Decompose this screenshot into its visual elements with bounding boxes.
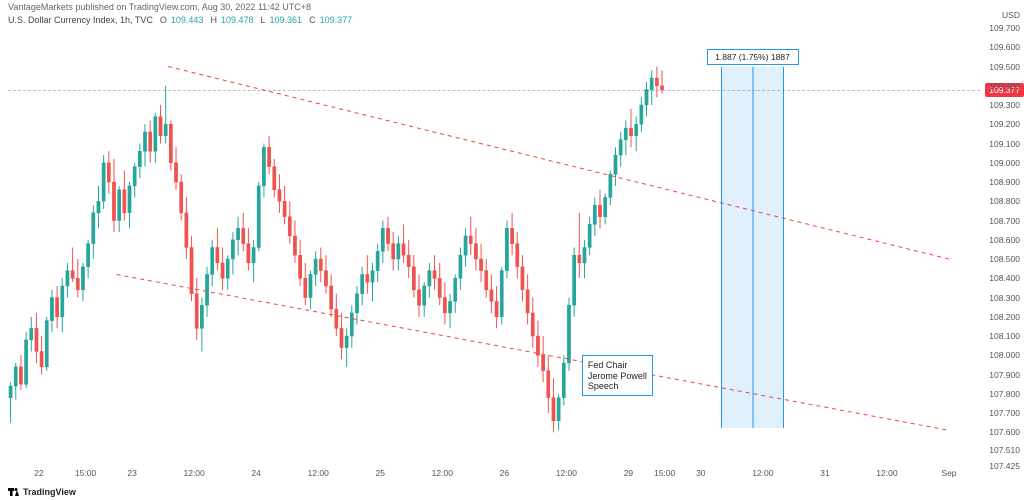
x-tick: 24 — [251, 468, 260, 478]
y-unit: USD — [1002, 10, 1020, 20]
ohlc-l-label: L — [261, 15, 266, 25]
y-tick: 109.300 — [989, 100, 1020, 110]
symbol-line: U.S. Dollar Currency Index, 1h, TVC O 10… — [8, 15, 352, 25]
tv-logo-icon — [8, 488, 20, 496]
x-tick: 31 — [820, 468, 829, 478]
tradingview-logo: TradingView — [8, 487, 76, 497]
ohlc-o-label: O — [160, 15, 167, 25]
x-tick: 25 — [376, 468, 385, 478]
y-tick: 109.500 — [989, 62, 1020, 72]
x-tick: 30 — [696, 468, 705, 478]
ohlc-l: 109.361 — [270, 15, 303, 25]
ohlc-h-label: H — [210, 15, 217, 25]
symbol-name: U.S. Dollar Currency Index, 1h, TVC — [8, 15, 153, 25]
x-tick: 26 — [500, 468, 509, 478]
x-tick: 15:00 — [654, 468, 675, 478]
y-tick: 108.300 — [989, 293, 1020, 303]
y-tick: 107.425 — [989, 461, 1020, 471]
x-tick: 12:00 — [432, 468, 453, 478]
y-tick: 109.700 — [989, 23, 1020, 33]
measurement-label: 1.887 (1.75%) 1887 — [707, 49, 799, 65]
annotation-line2: Jerome Powell — [588, 371, 647, 381]
y-tick: 109.000 — [989, 158, 1020, 168]
y-tick: 108.700 — [989, 216, 1020, 226]
annotation-line1: Fed Chair — [588, 360, 647, 370]
x-tick: 29 — [624, 468, 633, 478]
y-tick: 107.700 — [989, 408, 1020, 418]
y-tick: 108.400 — [989, 273, 1020, 283]
annotation-fed[interactable]: Fed Chair Jerome Powell Speech — [582, 355, 653, 396]
x-tick: 12:00 — [876, 468, 897, 478]
y-tick: 109.100 — [989, 139, 1020, 149]
y-tick: 109.400 — [989, 81, 1020, 91]
y-tick: 108.200 — [989, 312, 1020, 322]
measurement-midline — [752, 67, 753, 429]
y-tick: 108.900 — [989, 177, 1020, 187]
x-tick: 12:00 — [556, 468, 577, 478]
x-tick: 22 — [34, 468, 43, 478]
y-tick: 107.800 — [989, 389, 1020, 399]
y-tick: 108.800 — [989, 196, 1020, 206]
candlestick-svg — [8, 28, 980, 466]
x-tick: 12:00 — [183, 468, 204, 478]
publish-header: VantageMarkets published on TradingView.… — [8, 2, 311, 12]
chart-area[interactable]: Fed Chair Jerome Powell Speech 1.887 (1.… — [8, 28, 980, 466]
x-tick: Sep — [941, 468, 956, 478]
ohlc-h: 109.478 — [221, 15, 254, 25]
y-tick: 109.600 — [989, 42, 1020, 52]
x-tick: 15:00 — [75, 468, 96, 478]
y-tick: 108.500 — [989, 254, 1020, 264]
y-tick: 108.000 — [989, 350, 1020, 360]
y-tick: 107.510 — [989, 445, 1020, 455]
x-tick: 12:00 — [308, 468, 329, 478]
x-tick: 12:00 — [752, 468, 773, 478]
x-axis: 22 15:00 23 12:00 24 12:00 25 12:00 26 12:00 29 15:… — [8, 468, 980, 480]
tv-logo-text: TradingView — [23, 487, 76, 497]
ohlc-c: 109.377 — [320, 15, 353, 25]
x-tick: 23 — [127, 468, 136, 478]
ohlc-o: 109.443 — [171, 15, 204, 25]
y-tick: 109.200 — [989, 119, 1020, 129]
y-tick: 108.600 — [989, 235, 1020, 245]
annotation-line3: Speech — [588, 381, 647, 391]
y-axis: USD 109.377 109.700109.600109.500109.400… — [980, 10, 1024, 470]
last-price-line — [8, 90, 980, 91]
y-tick: 107.600 — [989, 427, 1020, 437]
y-tick: 107.900 — [989, 370, 1020, 380]
ohlc-c-label: C — [309, 15, 316, 25]
y-tick: 108.100 — [989, 331, 1020, 341]
